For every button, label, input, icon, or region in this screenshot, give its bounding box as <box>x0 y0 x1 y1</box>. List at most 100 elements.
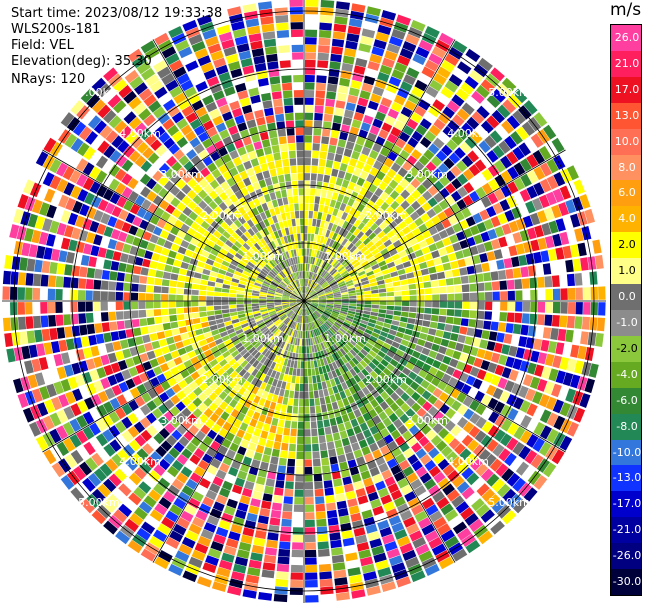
range-gate <box>263 366 270 375</box>
range-gate <box>364 402 374 412</box>
range-gate <box>298 330 301 339</box>
range-gate <box>325 348 331 356</box>
range-gate <box>227 267 235 274</box>
range-gate <box>353 383 361 392</box>
range-gate <box>237 470 248 480</box>
range-gate <box>375 111 386 122</box>
range-gate <box>331 471 341 480</box>
range-gate <box>336 447 345 456</box>
range-gate <box>259 346 266 354</box>
range-gate <box>384 50 398 61</box>
range-gate <box>291 218 296 227</box>
range-gate <box>381 327 390 333</box>
range-gate <box>213 350 222 358</box>
range-gate <box>304 225 308 234</box>
range-gate <box>224 217 233 226</box>
range-gate <box>336 331 343 338</box>
range-gate <box>353 527 366 537</box>
range-gate <box>411 402 422 413</box>
range-gate <box>83 347 93 359</box>
colorbar-segment <box>611 517 641 544</box>
range-gate <box>154 207 165 218</box>
range-gate <box>307 233 311 241</box>
range-gate <box>136 207 147 219</box>
range-gate <box>148 489 162 502</box>
range-gate <box>193 231 203 241</box>
range-gate <box>343 148 353 158</box>
range-gate <box>313 265 318 273</box>
range-gate <box>407 342 417 350</box>
range-gate <box>290 312 296 319</box>
range-gate <box>299 308 302 316</box>
range-gate <box>414 375 424 385</box>
range-gate <box>342 248 349 256</box>
range-gate <box>209 324 218 331</box>
range-gate <box>308 345 312 354</box>
range-gate <box>327 277 335 284</box>
range-ring-label: 2.00km <box>365 209 407 222</box>
range-gate <box>65 338 75 351</box>
range-gate <box>214 434 225 445</box>
range-gate <box>363 263 371 270</box>
range-gate <box>317 427 325 436</box>
range-gate <box>78 313 87 324</box>
range-gate <box>325 238 332 246</box>
range-gate <box>283 307 291 311</box>
range-gate <box>125 458 138 471</box>
range-gate <box>198 295 206 301</box>
range-gate <box>160 211 171 222</box>
range-gate <box>389 555 403 566</box>
range-gate <box>366 219 375 228</box>
range-gate <box>70 449 84 465</box>
range-gate <box>236 290 245 295</box>
range-gate <box>356 362 365 371</box>
range-gate <box>42 415 55 430</box>
range-gate <box>400 339 410 347</box>
range-gate <box>410 178 421 189</box>
range-gate <box>344 109 354 119</box>
range-gate <box>237 345 246 353</box>
range-gate <box>21 242 31 257</box>
range-gate <box>352 200 360 210</box>
range-gate <box>117 449 130 462</box>
range-gate <box>344 421 353 430</box>
range-gate <box>125 264 134 274</box>
range-gate <box>447 301 455 309</box>
range-gate <box>171 208 182 219</box>
range-gate <box>168 287 177 294</box>
range-gate <box>551 204 562 219</box>
range-gate <box>320 594 335 603</box>
range-gate <box>424 307 432 314</box>
range-gate <box>496 504 512 519</box>
range-gate <box>579 393 591 408</box>
range-gate <box>505 268 514 279</box>
range-gate <box>142 443 154 455</box>
range-gate <box>118 209 129 221</box>
range-gate <box>321 314 328 320</box>
range-gate <box>341 296 349 299</box>
range-gate <box>108 473 122 487</box>
range-gate <box>276 274 283 281</box>
range-gate <box>573 179 586 195</box>
range-gate <box>200 279 208 286</box>
range-gate <box>280 281 288 287</box>
range-gate <box>336 92 347 102</box>
range-gate <box>206 367 216 377</box>
range-gate <box>124 319 133 329</box>
range-gate <box>266 299 274 301</box>
range-gate <box>271 91 282 100</box>
range-gate <box>405 556 420 569</box>
range-gate <box>469 346 479 357</box>
range-gate <box>304 248 307 256</box>
range-gate <box>389 402 400 412</box>
range-gate <box>383 354 393 363</box>
range-gate <box>507 166 519 180</box>
range-gate <box>4 255 13 270</box>
range-gate <box>304 421 311 429</box>
range-gate <box>280 324 287 332</box>
range-gate <box>221 297 229 301</box>
range-gate <box>583 302 591 315</box>
range-gate <box>198 503 211 515</box>
range-gate <box>417 301 425 307</box>
range-gate <box>197 14 212 26</box>
